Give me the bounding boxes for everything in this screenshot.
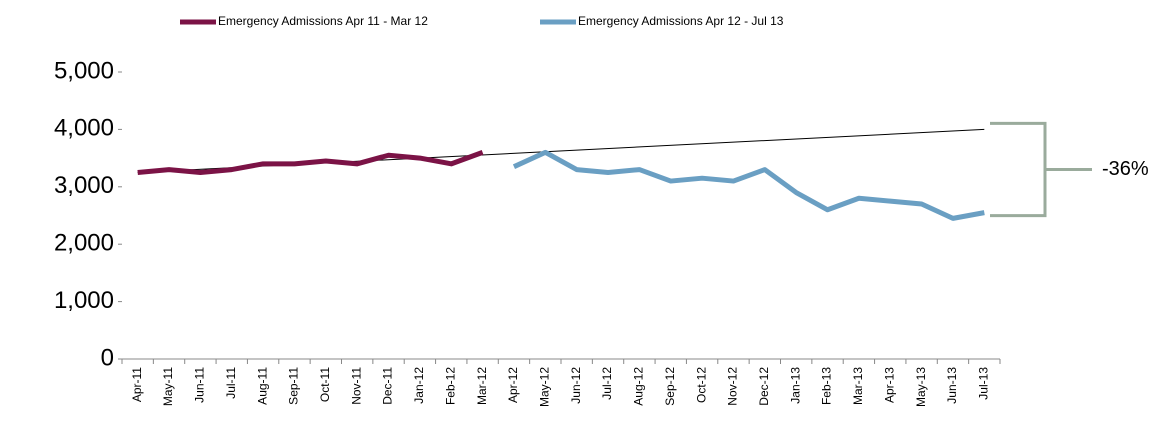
y-tick-label: 1,000 [54, 287, 114, 314]
x-tick-label: May-11 [161, 367, 175, 406]
x-tick-label: Jan-12 [412, 367, 426, 404]
x-tick-label: Jan-13 [788, 367, 802, 404]
x-tick-label: Jun-11 [193, 367, 207, 403]
x-tick-label: Nov-12 [726, 367, 740, 406]
bracket [990, 121, 1092, 218]
x-tick-label: Feb-12 [443, 367, 457, 405]
x-tick-label: May-12 [537, 367, 551, 407]
legend-label: Emergency Admissions Apr 11 - Mar 12 [218, 14, 428, 28]
x-tick-label: Apr-11 [130, 367, 144, 402]
x-tick-label: Feb-13 [820, 367, 834, 405]
x-tick-label: Jun-12 [569, 367, 583, 404]
x-tick-label: Jul-13 [976, 367, 990, 400]
x-tick-label: Mar-13 [851, 367, 865, 405]
annotation: -36% [1102, 158, 1149, 180]
x-tick-label: Apr-12 [506, 367, 520, 403]
legend-label: Emergency Admissions Apr 12 - Jul 13 [578, 14, 784, 28]
x-tick-label: Jul-12 [600, 367, 614, 400]
x-tick-label: Oct-11 [318, 367, 332, 402]
x-tick-label: Aug-12 [632, 367, 646, 406]
x-tick-label: Dec-12 [757, 367, 771, 406]
x-tick-label: Oct-12 [694, 367, 708, 403]
series-line [512, 149, 985, 221]
x-tick-label: Aug-11 [255, 367, 269, 405]
x-tick-label: May-13 [914, 367, 928, 407]
x-tick-label: Sep-11 [287, 367, 301, 405]
y-tick-label: 2,000 [54, 230, 114, 257]
x-tick-label: Dec-11 [381, 367, 395, 405]
y-tick-label: 4,000 [54, 115, 114, 142]
series-line [137, 150, 484, 175]
y-tick-label: 5,000 [54, 57, 114, 84]
x-tick-label: Apr-13 [882, 367, 896, 403]
x-tick-label: Jul-11 [224, 367, 238, 399]
x-tick-label: Nov-11 [349, 367, 363, 405]
x-tick-label: Sep-12 [663, 367, 677, 406]
y-tick-label: 3,000 [54, 172, 114, 199]
x-tick-label: Jun-13 [945, 367, 959, 404]
x-tick-label: Mar-12 [475, 367, 489, 405]
y-tick-label: 0 [101, 344, 114, 371]
